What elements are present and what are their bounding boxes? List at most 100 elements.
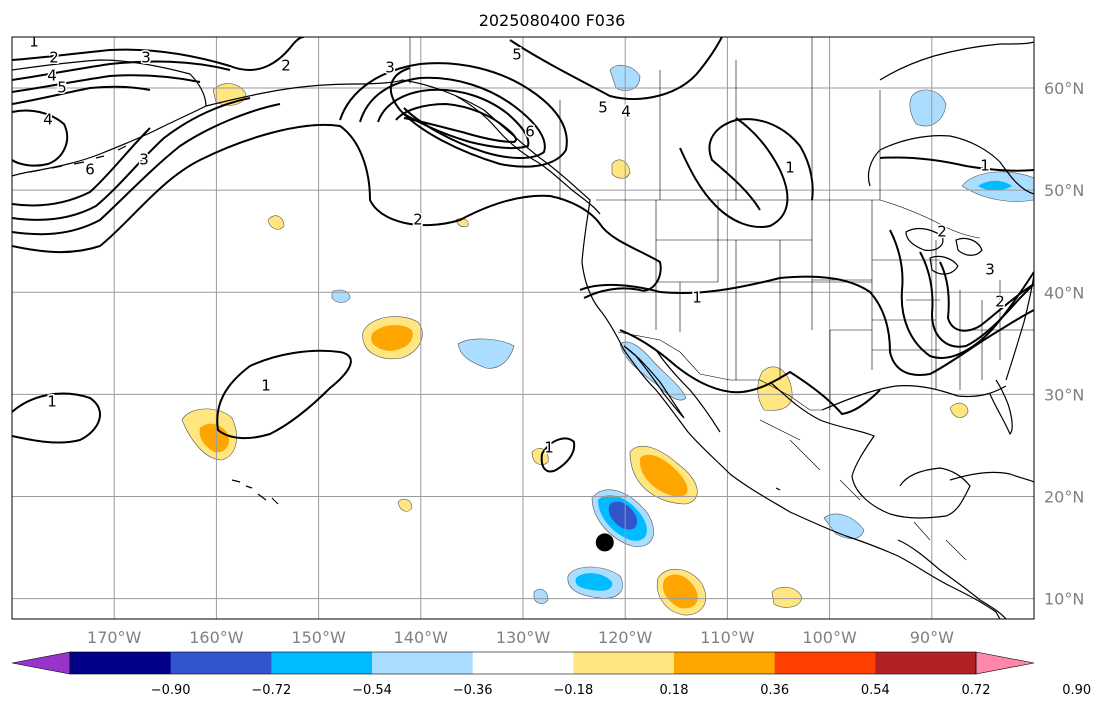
anomaly-core-neg-mexico — [608, 501, 638, 530]
contour-line-2-north — [12, 37, 305, 71]
contour-line-3-pacific — [12, 103, 281, 236]
colorbar-tick-label: −0.90 — [151, 683, 191, 698]
anomaly-core-subtropical-east — [371, 325, 413, 351]
contour-label: 4 — [47, 67, 57, 85]
aleutian-islands — [29, 145, 127, 173]
anomaly-patch-neg-small2 — [533, 588, 549, 604]
baja-california — [623, 345, 685, 419]
anomaly-core-neg-hudson — [978, 180, 1012, 191]
anomaly-patch-neg-central — [457, 338, 515, 369]
colorbar-segment — [472, 652, 574, 674]
x-tick-label: 140°W — [394, 628, 449, 647]
contour-label: 5 — [57, 79, 67, 97]
contour-line-1-small — [540, 437, 576, 473]
x-tick-label: 120°W — [598, 628, 653, 647]
mexico-state-lines — [759, 419, 967, 561]
colorbar-segment — [70, 652, 172, 674]
contour-line-6-north — [12, 85, 151, 105]
anomaly-patch-neg-oaxaca — [823, 513, 865, 540]
contour-line-5-north — [12, 74, 201, 93]
anomaly-patch-neg-small — [331, 289, 351, 303]
colorbar-segment — [271, 652, 373, 674]
us-east-coast — [1005, 273, 1034, 381]
contour-line-3-north — [12, 60, 231, 81]
cuba — [949, 471, 1034, 483]
contour-line-3-east — [919, 251, 1034, 348]
gulf-of-california — [655, 349, 721, 433]
contour-label: 1 — [29, 33, 39, 51]
x-axis-ticks: 170°W 160°W 150°W 140°W 130°W 120°W 110°W 100°W… — [87, 628, 954, 647]
anomaly-patch-small-x — [397, 498, 413, 512]
contour-label: 4 — [621, 103, 631, 121]
colorbar-segment — [774, 652, 876, 674]
contour-label: 2 — [49, 49, 59, 67]
colorbar: −0.90 −0.72 −0.54 −0.36 −0.18 0.18 0.36 0.54 0.7… — [11, 651, 1091, 698]
contour-label: 1 — [47, 393, 57, 411]
bc-coast — [455, 95, 601, 215]
us-gulf-coast — [821, 385, 1007, 411]
colorbar-extend-low — [11, 651, 71, 675]
central-america — [897, 539, 1007, 619]
contour-label: 6 — [85, 161, 95, 179]
gridlines — [12, 37, 1034, 619]
great-lakes — [905, 227, 983, 275]
contour-line-2-east — [889, 229, 1034, 359]
us-state-lines — [655, 200, 1034, 410]
anomaly-patch-neg-labrador — [909, 89, 947, 127]
x-tick-label: 170°W — [87, 628, 142, 647]
labrador — [879, 41, 1034, 81]
contour-label: 1 — [785, 159, 795, 177]
y-axis-ticks: 10°N 20°N 30°N 40°N 50°N 60°N — [1044, 79, 1084, 609]
x-tick-label: 100°W — [802, 628, 857, 647]
canada-province-lines — [559, 37, 881, 200]
colorbar-tick-label: −0.72 — [251, 683, 291, 698]
contour-label: 1 — [692, 289, 702, 307]
contour-label: 3 — [385, 59, 395, 77]
x-tick-label: 160°W — [189, 628, 244, 647]
x-tick-label: 150°W — [291, 628, 346, 647]
contour-line-5-pacific — [12, 127, 151, 207]
colorbar-segment — [372, 652, 474, 674]
island-socorro — [775, 487, 781, 491]
contour-label: 1 — [544, 439, 554, 457]
contour-line-2-canada — [679, 117, 789, 228]
y-tick-label: 40°N — [1044, 283, 1084, 302]
colorbar-segment — [674, 652, 776, 674]
contour-label: 1 — [261, 377, 271, 395]
contour-line-4-east — [939, 261, 1034, 332]
colorbar-extend-high — [975, 651, 1035, 675]
alaska-south-coast — [205, 79, 403, 107]
colorbar-tick-label: 0.72 — [962, 683, 991, 698]
colorbar-tick-label: 0.90 — [1062, 683, 1091, 698]
colorbar-tick-label: −0.54 — [352, 683, 392, 698]
colorbar-segment — [573, 652, 675, 674]
contour-line-1-canada — [708, 118, 814, 211]
florida — [989, 379, 1013, 436]
contour-line-6-gulf — [395, 102, 517, 144]
colorbar-tick-label: −0.36 — [453, 683, 493, 698]
map-frame — [11, 36, 1035, 620]
contour-label: 5 — [512, 46, 522, 64]
us-mexico-border — [617, 331, 822, 411]
us-canada-border — [596, 199, 981, 239]
colorbar-outline — [69, 651, 977, 675]
contour-label: 6 — [525, 123, 535, 141]
anomaly-core-neg-south — [575, 573, 613, 591]
contour-label: 2 — [937, 223, 947, 241]
colorbar-tick-label: 0.54 — [861, 683, 890, 698]
y-tick-label: 60°N — [1044, 79, 1084, 98]
contour-label: 3 — [139, 151, 149, 169]
contour-label: 2 — [413, 211, 423, 229]
contour-label: 4 — [43, 111, 53, 129]
contour-label: 3 — [141, 49, 151, 67]
contour-line-5-gulf — [377, 88, 530, 150]
anomaly-core-hawaii — [199, 423, 230, 453]
contour-line-1-west — [12, 392, 101, 444]
contour-lines — [12, 37, 1034, 473]
colorbar-tick-label: 0.18 — [660, 683, 689, 698]
colorbar-tick-label: −0.18 — [553, 683, 593, 698]
contour-line-closed-nw — [12, 109, 69, 167]
